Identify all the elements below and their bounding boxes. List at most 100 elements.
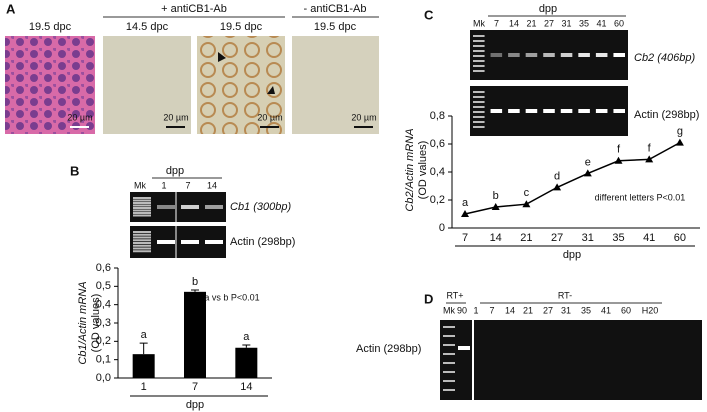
lane-label: 21 xyxy=(523,305,533,315)
y-label: (OD values) xyxy=(417,141,429,200)
x-label: dpp xyxy=(563,249,581,261)
band xyxy=(525,109,538,113)
lane-label: 7 xyxy=(489,305,494,315)
band xyxy=(613,109,625,113)
group-label: RT- xyxy=(558,290,572,300)
histology-image xyxy=(5,36,95,134)
y-label: (OD values) xyxy=(90,294,102,353)
gel xyxy=(440,320,702,400)
y-tick-label: 0 xyxy=(439,222,445,234)
ladder-band xyxy=(473,45,485,47)
letter: a xyxy=(243,331,250,343)
x-tick-label: 35 xyxy=(612,232,624,244)
lane-label: 14 xyxy=(207,180,217,190)
ladder-band xyxy=(443,335,455,337)
x-tick-label: 31 xyxy=(582,232,594,244)
lane-label: 1 xyxy=(473,305,478,315)
band xyxy=(205,205,223,209)
ladder-band xyxy=(133,199,151,202)
ladder-band xyxy=(473,35,485,37)
lane-label: H20 xyxy=(642,305,659,315)
x-tick-label: 14 xyxy=(240,381,252,393)
image-caption: 19.5 dpc xyxy=(29,21,72,33)
x-tick-label: 7 xyxy=(192,381,198,393)
band xyxy=(578,109,590,113)
error-bar xyxy=(242,344,251,348)
band xyxy=(543,109,555,113)
band xyxy=(560,109,573,113)
band xyxy=(490,109,503,113)
x-tick-label: 1 xyxy=(141,381,147,393)
lane-label: 14 xyxy=(505,305,515,315)
ladder-band xyxy=(443,371,455,373)
band xyxy=(157,240,175,244)
letter: f xyxy=(648,142,652,154)
marker xyxy=(461,210,469,217)
lane-label: 7 xyxy=(185,180,190,190)
lane-label: Mk xyxy=(473,18,485,28)
bar xyxy=(132,354,155,378)
ladder-band xyxy=(443,326,455,328)
y-tick-label: 0,2 xyxy=(430,194,445,206)
band xyxy=(543,53,555,57)
ladder-band xyxy=(443,389,455,391)
ladder-band xyxy=(133,197,151,199)
ladder-band xyxy=(473,91,485,93)
x-tick-label: 60 xyxy=(674,232,686,244)
x-tick-label: 7 xyxy=(462,232,468,244)
ladder-band xyxy=(133,202,151,204)
letter: d xyxy=(554,170,560,182)
scale-label: 20 µm xyxy=(351,112,376,122)
band xyxy=(595,53,608,57)
ladder-band xyxy=(473,40,485,42)
marker xyxy=(583,169,592,177)
group-label: RT+ xyxy=(446,290,463,300)
band xyxy=(205,240,223,244)
lane-label: 27 xyxy=(544,18,554,28)
scale-label: 20 µm xyxy=(163,112,188,122)
ladder-band xyxy=(443,344,455,346)
ladder-band xyxy=(443,380,455,382)
letter: c xyxy=(524,187,530,199)
letter: b xyxy=(493,190,499,202)
ladder-band xyxy=(133,214,151,217)
y-tick-label: 0,6 xyxy=(96,262,111,274)
lane-label: 31 xyxy=(561,18,571,28)
marker xyxy=(491,203,500,210)
y-tick-label: 0,2 xyxy=(96,335,111,347)
marker xyxy=(522,200,531,208)
panel-label: B xyxy=(70,163,79,178)
y-label: Cb2/Actin mRNA xyxy=(404,128,416,211)
marker xyxy=(614,156,623,164)
ladder-band xyxy=(133,239,151,242)
panel-label: C xyxy=(424,7,434,22)
ihc-image xyxy=(103,36,191,134)
ladder-band xyxy=(473,111,485,113)
y-tick-label: 0,0 xyxy=(96,372,111,384)
letter: g xyxy=(677,126,683,138)
ladder-band xyxy=(133,209,151,212)
error-bar xyxy=(191,289,199,292)
letter: a xyxy=(462,197,469,209)
group-label: + antiCB1-Ab xyxy=(161,3,227,15)
lane-label: 21 xyxy=(526,18,536,28)
letter: e xyxy=(585,156,591,168)
band xyxy=(560,53,573,57)
band xyxy=(595,109,608,113)
panel-label: A xyxy=(6,1,16,16)
scale-label: 20 µm xyxy=(257,112,282,122)
ladder-band xyxy=(443,353,455,355)
letter: a xyxy=(141,329,148,341)
lane-label: 31 xyxy=(561,305,571,315)
gel-header: dpp xyxy=(166,165,184,177)
lane-label: Mk xyxy=(134,180,146,190)
y-tick-label: 0,1 xyxy=(96,354,111,366)
lane-label: 41 xyxy=(596,18,606,28)
ladder-band xyxy=(473,116,485,118)
band xyxy=(181,205,199,209)
group-label: - antiCB1-Ab xyxy=(304,3,367,15)
ladder-band xyxy=(473,65,485,67)
image-caption: 14.5 dpc xyxy=(126,21,169,33)
ihc-image xyxy=(292,36,379,134)
